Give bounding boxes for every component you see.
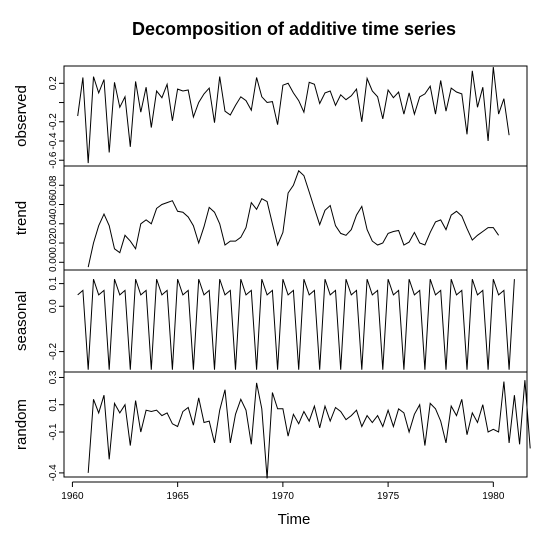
y-tick-label: 0.04 <box>48 214 59 234</box>
x-tick-label: 1965 <box>167 491 190 502</box>
y-tick-label: 0.0 <box>48 299 59 313</box>
chart-title: Decomposition of additive time series <box>132 19 456 39</box>
random-series-line <box>87 380 531 479</box>
x-tick-label: 1970 <box>272 491 295 502</box>
panel-frame <box>63 371 528 478</box>
y-tick-label: 0.2 <box>48 76 59 90</box>
panel-label-seasonal: seasonal <box>13 291 30 351</box>
y-tick-label: -0.4 <box>48 464 59 482</box>
x-tick-label: 1960 <box>61 491 84 502</box>
x-tick-label: 1975 <box>377 491 400 502</box>
y-tick-label: 0.02 <box>48 233 59 253</box>
panels-group: -0.6-0.4-0.20.2observed0.000.020.040.060… <box>13 65 531 482</box>
y-tick-label: -0.2 <box>48 343 59 361</box>
seasonal-series-line <box>77 278 515 370</box>
y-tick-label: -0.6 <box>48 151 59 169</box>
x-axis-title: Time <box>278 511 311 528</box>
observed-series-line <box>77 66 510 164</box>
panel-label-random: random <box>13 399 30 450</box>
panel-trend: 0.000.020.040.060.08 trend <box>13 165 528 272</box>
y-tick-label: 0.1 <box>48 276 59 290</box>
x-tick-label: 1980 <box>482 491 505 502</box>
y-tick-label: 0.00 <box>48 252 59 272</box>
panel-observed: -0.6-0.4-0.2 0.2 observed <box>13 65 528 169</box>
trend-series-line <box>87 169 500 268</box>
y-tick-label: 0.1 <box>48 397 59 411</box>
y-tick-label: -0.4 <box>48 132 59 150</box>
y-tick-label: -0.2 <box>48 113 59 131</box>
y-tick-label: -0.1 <box>48 423 59 441</box>
panel-label-observed: observed <box>13 85 30 147</box>
panel-seasonal: -0.2 0.0 0.1 seasonal <box>13 269 528 373</box>
panel-frame <box>63 165 528 271</box>
y-tick-label: 0.08 <box>48 175 59 195</box>
panel-frame <box>63 65 528 167</box>
panel-label-trend: trend <box>13 201 30 235</box>
time-axis: 1960 1965 1970 1975 1980 <box>61 481 505 502</box>
y-tick-label: 0.06 <box>48 194 59 214</box>
panel-random: -0.4 -0.1 0.1 0.3 random <box>13 370 531 482</box>
y-tick-label: 0.3 <box>48 370 59 384</box>
